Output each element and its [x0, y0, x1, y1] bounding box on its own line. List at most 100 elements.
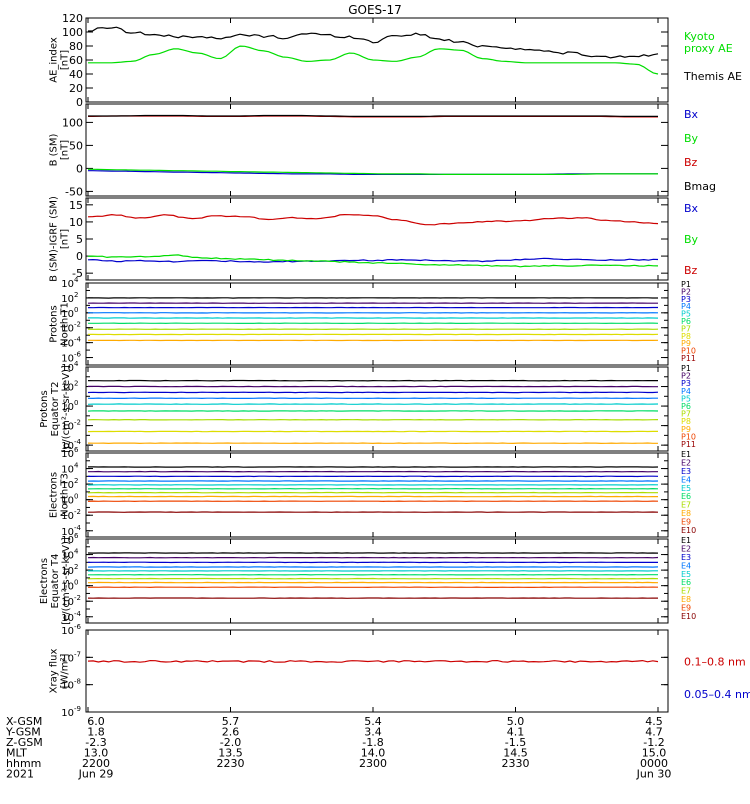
y-tick-label: 10: [61, 626, 74, 637]
y-tick-exponent: 2: [74, 380, 78, 388]
panel-frame: [86, 198, 668, 280]
y-tick-exponent: 4: [74, 360, 79, 368]
y-tick-exponent: 4: [74, 462, 79, 470]
y-tick-exponent: -2: [74, 321, 81, 329]
legend-label: Bx: [684, 202, 699, 215]
y-tick-exponent: -7: [74, 650, 81, 658]
y-tick-label: 5: [76, 233, 83, 246]
legend-label: E10: [681, 526, 696, 535]
panel-frame: [86, 367, 668, 451]
legend-label: P11: [681, 354, 696, 363]
y-tick-exponent: 2: [74, 563, 78, 571]
panel-xray: Xray flux[W/m²]10-610-710-810-90.1–0.8 n…: [49, 623, 750, 719]
y-axis-label: Protons: [49, 305, 60, 342]
y-tick-exponent: -6: [74, 623, 82, 631]
series-line-0-1-0-8-nm: [88, 661, 658, 663]
y-tick-label: 10: [61, 279, 74, 290]
legend-label: Bz: [684, 264, 698, 277]
legend-label: 0.05–0.4 nm: [684, 688, 750, 701]
series-line-kyoto-proxy-ae: [88, 46, 658, 74]
y-tick-exponent: 6: [74, 532, 79, 540]
y-tick-exponent: 2: [74, 477, 78, 485]
y-axis-label: Xray flux: [49, 649, 60, 694]
x-axis-value: 2330: [502, 757, 530, 770]
panel-frame: [86, 283, 668, 365]
y-tick-label: 10: [61, 708, 74, 719]
x-axis-value: Jun 30: [636, 768, 672, 781]
y-tick-exponent: -4: [74, 524, 82, 532]
y-tick-exponent: -8: [74, 678, 81, 686]
x-axis-value: 2300: [359, 757, 387, 770]
y-tick-exponent: 0: [74, 399, 78, 407]
y-tick-label: 10: [61, 582, 74, 593]
y-tick-label: 10: [61, 566, 74, 577]
y-tick-label: 10: [69, 216, 83, 229]
y-tick-label: 40: [69, 68, 83, 81]
y-tick-exponent: 6: [74, 446, 79, 454]
y-tick-label: 0: [76, 96, 83, 109]
y-tick-exponent: -4: [74, 438, 82, 446]
y-tick-label: 10: [61, 339, 74, 350]
panel-frame: [86, 539, 668, 623]
y-axis-label: Equator T2: [50, 382, 61, 437]
legend-label: By: [684, 233, 699, 246]
legend-label: Themis AE: [683, 70, 742, 83]
y-tick-label: 10: [61, 422, 74, 433]
y-tick-label: 100: [62, 116, 83, 129]
y-tick-exponent: -2: [74, 419, 81, 427]
y-tick-exponent: 2: [74, 291, 78, 299]
series-line-bx: [88, 258, 658, 262]
legend-label: 0.1–0.8 nm: [684, 655, 746, 668]
y-tick-label: 15: [69, 199, 83, 212]
y-tick-exponent: -4: [74, 336, 82, 344]
panel-frame: [86, 630, 668, 712]
y-axis-label: [nT]: [60, 229, 71, 249]
y-tick-label: 10: [61, 363, 74, 374]
y-axis-label: AE_index: [49, 37, 60, 83]
plot-title: GOES-17: [348, 3, 402, 17]
x-axis-row-label: 2021: [6, 768, 34, 781]
y-tick-label: 10: [61, 551, 74, 562]
y-tick-label: 20: [69, 82, 83, 95]
y-tick-label: 60: [69, 54, 83, 67]
y-tick-label: 100: [62, 26, 83, 39]
y-tick-label: 10: [61, 496, 74, 507]
y-tick-exponent: 0: [74, 579, 78, 587]
series-line-themis-ae: [88, 27, 658, 58]
y-tick-label: 10: [61, 309, 74, 320]
y-axis-label: Electrons: [39, 558, 50, 604]
y-tick-label: 50: [69, 139, 83, 152]
y-tick-exponent: -2: [74, 594, 81, 602]
panel-frame: [86, 104, 668, 196]
y-axis-label: Protons: [39, 390, 50, 427]
series-line-bz: [88, 215, 658, 225]
y-axis-label: B (SM)-IGRF (SM): [49, 196, 60, 282]
y-tick-exponent: 0: [74, 493, 78, 501]
y-tick-exponent: -9: [74, 705, 81, 713]
x-axis-value: Jun 29: [78, 768, 114, 781]
y-tick-label: 0: [76, 250, 83, 263]
y-axis-label: B (SM): [49, 133, 60, 166]
legend-label: Bz: [684, 156, 698, 169]
legend-label: By: [684, 132, 699, 145]
y-tick-label: 10: [61, 383, 74, 394]
y-axis-label: Electrons: [49, 472, 60, 518]
y-tick-exponent: 0: [74, 306, 78, 314]
y-tick-label: 10: [61, 597, 74, 608]
y-tick-label: -50: [65, 185, 83, 198]
y-tick-label: 120: [62, 12, 83, 25]
y-tick-label: 10: [61, 480, 74, 491]
y-tick-exponent: 4: [74, 276, 79, 284]
y-tick-label: 10: [61, 449, 74, 460]
y-tick-label: 10: [61, 465, 74, 476]
legend-label: P11: [681, 440, 696, 449]
y-tick-exponent: 4: [74, 548, 79, 556]
y-tick-label: 10: [61, 681, 74, 692]
y-tick-label: 80: [69, 40, 83, 53]
